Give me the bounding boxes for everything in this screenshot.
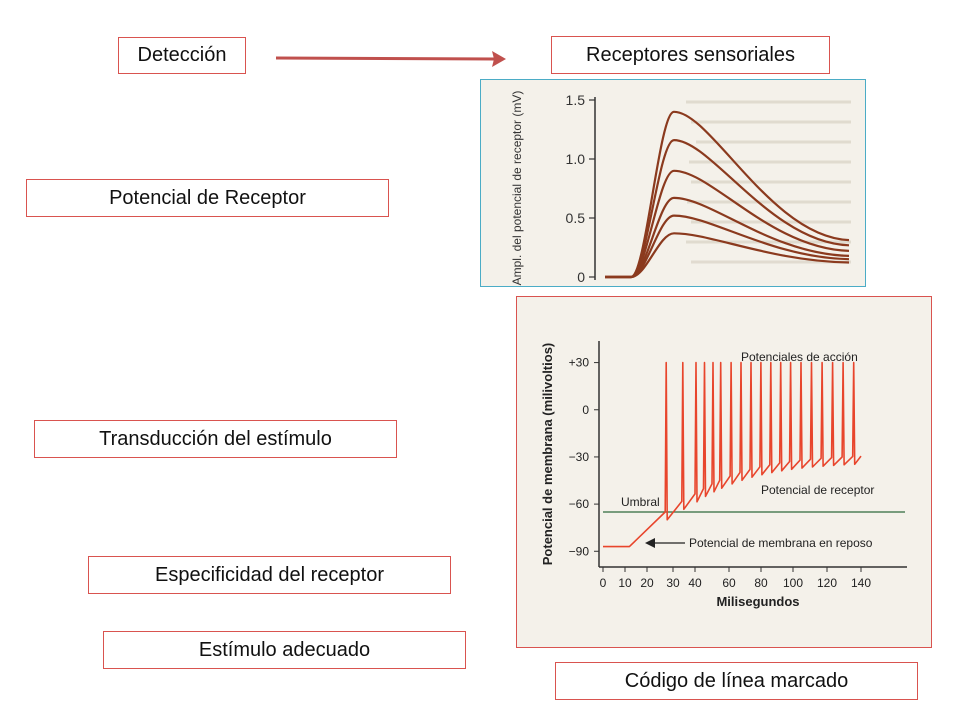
x-tick-label: 80 xyxy=(754,576,768,590)
x-tick-label: 100 xyxy=(783,576,803,590)
receptor-curve xyxy=(605,214,850,279)
x-tick-label: 60 xyxy=(722,576,736,590)
x-tick-label: 20 xyxy=(640,576,654,590)
acciones-label: Potenciales de acción xyxy=(741,350,858,364)
action-potential-figure: +30 0 −30 −60 −90 0 10 20 30 40 60 80 100 120 140 Pot… xyxy=(516,296,932,648)
receptor-label: Potencial de receptor xyxy=(761,483,874,497)
y-tick-label: 1.0 xyxy=(566,151,586,167)
y-axis-label: Potencial de membrana (milivoltios) xyxy=(540,343,555,566)
y-tick-label: −90 xyxy=(569,544,590,558)
receptor-curve xyxy=(605,232,850,279)
x-axis-label: Milisegundos xyxy=(716,594,799,609)
receptor-potential-figure: 1.5 1.0 0.5 0 Ampl. del potencial de rec… xyxy=(480,79,866,287)
receptor-curve xyxy=(605,110,850,279)
membrane-trace xyxy=(603,361,862,548)
potencial-receptor-label: Potencial de Receptor xyxy=(109,186,306,209)
receptor-curve xyxy=(605,169,850,279)
receptores-box: Receptores sensoriales xyxy=(551,36,830,74)
especificidad-label: Especificidad del receptor xyxy=(154,563,384,586)
y-tick-label: 0 xyxy=(577,269,585,285)
x-tick-label: 40 xyxy=(688,576,702,590)
x-tick-label: 10 xyxy=(618,576,632,590)
y-tick-label: 0 xyxy=(582,403,589,417)
y-axis-label: Ampl. del potencial de receptor (mV) xyxy=(510,91,524,286)
x-tick-label: 30 xyxy=(666,576,680,590)
y-tick-label: −60 xyxy=(569,497,590,511)
receptores-label: Receptores sensoriales xyxy=(586,43,795,66)
receptor-potential-chart: 1.5 1.0 0.5 0 Ampl. del potencial de rec… xyxy=(510,91,851,286)
receptor-curves xyxy=(605,110,850,279)
codigo-label: Código de línea marcado xyxy=(624,669,849,692)
reposo-arrow-head xyxy=(645,538,655,548)
umbral-label: Umbral xyxy=(621,495,660,509)
reposo-label: Potencial de membrana en reposo xyxy=(689,536,873,550)
deteccion-label: Detección xyxy=(137,44,227,66)
y-tick-label: +30 xyxy=(569,356,590,370)
flow-arrow xyxy=(275,51,506,67)
potencial-receptor-box: Potencial de Receptor xyxy=(26,179,389,217)
deteccion-box: Detección xyxy=(118,37,246,74)
estimulo-label: Estímulo adecuado xyxy=(198,638,371,661)
y-tick-label: 1.5 xyxy=(566,92,586,108)
y-tick-label: −30 xyxy=(569,450,590,464)
x-tick-label: 140 xyxy=(851,576,871,590)
transduccion-label: Transducción del estímulo xyxy=(99,427,332,450)
y-tick-label: 0.5 xyxy=(566,210,586,226)
x-tick-label: 120 xyxy=(817,576,837,590)
especificidad-box: Especificidad del receptor xyxy=(88,556,451,594)
x-ticks: 0 10 20 30 40 60 80 100 120 140 xyxy=(600,567,871,590)
codigo-box: Código de línea marcado xyxy=(555,662,918,700)
y-ticks: +30 0 −30 −60 −90 xyxy=(569,356,599,558)
action-potential-chart: +30 0 −30 −60 −90 0 10 20 30 40 60 80 100 120 140 Pot… xyxy=(540,341,907,609)
x-tick-label: 0 xyxy=(600,576,607,590)
estimulo-box: Estímulo adecuado xyxy=(103,631,466,669)
transduccion-box: Transducción del estímulo xyxy=(34,420,397,458)
receptor-curve xyxy=(605,196,850,279)
receptor-curve xyxy=(605,138,850,279)
